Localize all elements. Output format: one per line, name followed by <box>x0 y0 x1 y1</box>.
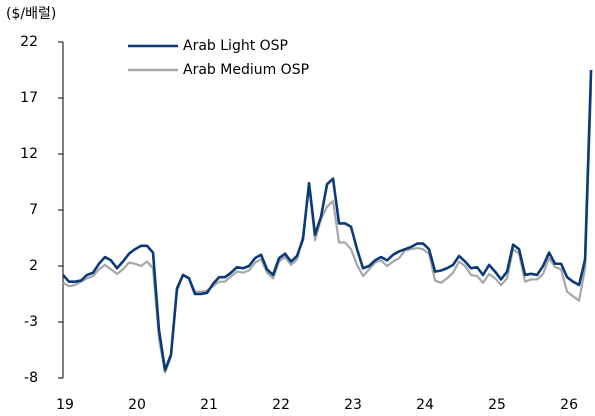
y-tick-label: 12 <box>20 146 38 162</box>
x-tick-label: 21 <box>200 397 218 413</box>
legend-label: Arab Medium OSP <box>183 62 309 78</box>
x-tick-label: 19 <box>56 397 74 413</box>
y-tick-label: 22 <box>20 34 38 50</box>
legend-label: Arab Light OSP <box>183 38 288 54</box>
x-tick-label: 26 <box>560 397 578 413</box>
y-tick-label: 17 <box>20 90 38 106</box>
x-tick-label: 25 <box>488 397 506 413</box>
x-tick-label: 20 <box>128 397 146 413</box>
x-tick-label: 24 <box>416 397 434 413</box>
series-line <box>62 86 593 374</box>
y-tick-label: 2 <box>29 258 38 274</box>
y-tick-label: -3 <box>24 314 38 330</box>
x-tick-label: 23 <box>344 397 362 413</box>
y-tick-label: 7 <box>29 202 38 218</box>
y-tick-label: -8 <box>24 370 38 386</box>
series-line <box>62 69 593 372</box>
x-tick-label: 22 <box>272 397 290 413</box>
y-unit-label: ($/배럴) <box>6 6 56 22</box>
